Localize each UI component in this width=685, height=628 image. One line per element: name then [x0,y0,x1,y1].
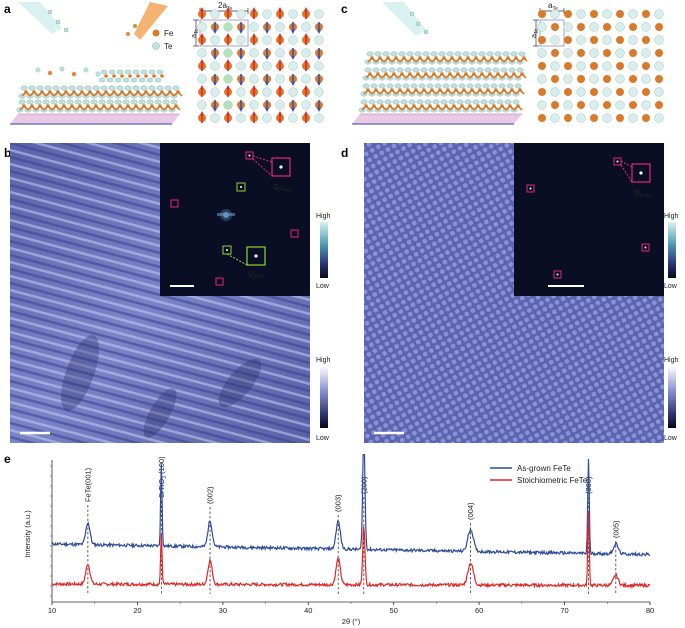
lattice-a-label: aTe [548,1,558,12]
lattice-side-label: aTe [191,29,200,38]
legend-label: Stoichiometric FeTe [517,476,588,485]
x-tick-label: 10 [48,606,56,615]
x-tick-label: 20 [133,606,141,615]
colorbar-low-label: Low [316,435,330,442]
q-bragg-label: QBragg [273,184,292,193]
peak-label: FeTe(001) [83,467,92,502]
te-legend-icon [152,42,160,50]
bragg-peaks [526,157,651,279]
xrd-chart: 10 20 30 40 50 60 70 80 FeTe(001) SrTiO3 (100)(0… [23,454,654,626]
colorbar-high-label: High [316,213,331,220]
te-beam-icon [18,2,62,34]
peak-label: (003) [334,494,343,512]
peak-label: (200) [359,476,368,494]
atom-legend: Fe Te [152,29,174,51]
x-axis-label: 2θ (°) [342,617,361,626]
series-line-as-grown [51,454,650,557]
fe-legend-label: Fe [164,29,174,38]
te-beam-icon [382,2,426,36]
colorbar-d: High Low [664,357,679,442]
bragg-peaks [170,151,299,286]
fft-inset-b: QBragg QAFM [160,143,310,296]
colorbar-b: High Low [316,357,331,442]
fete-layers [16,69,183,113]
panel-label-a: a [4,2,11,16]
x-tick-label: 60 [475,606,483,615]
substrate [10,114,180,124]
colorbar-high-label: High [316,357,331,364]
legend-label: As-grown FeTe [517,464,571,473]
schematic-c [352,2,527,125]
q-afm-label: QAFM [248,271,264,280]
x-tick-label: 30 [219,606,227,615]
te-legend-label: Te [164,42,173,51]
substrate [352,114,522,124]
inset-colorbar-d: High Low [664,213,679,290]
panel-label-e: e [4,452,11,466]
colorbar-high-label: High [664,213,679,220]
fft-inset-d: QBragg [514,143,664,296]
fe-beam-icon [134,2,168,40]
x-tick-label: 50 [390,606,398,615]
panel-label-c: c [341,2,348,16]
inset-colorbar-b: High Low [316,213,331,290]
x-tick-label: 70 [560,606,568,615]
fete-layers [358,51,527,113]
lattice-side-label: aTe [531,29,540,38]
lattice-a: 2aTe aTe [191,1,324,123]
q-bragg-label: QBragg [634,190,653,199]
schematic-a [10,2,183,125]
afm-peaks [222,182,266,266]
colorbar-low-label: Low [664,283,678,290]
x-tick-label: 40 [304,606,312,615]
colorbar-high-label: High [664,357,679,364]
x-tick-label: 80 [646,606,654,615]
floating-atoms [35,66,101,77]
colorbar-low-label: Low [316,283,330,290]
peak-label: (004) [466,502,475,520]
lattice-2a-label: 2aTe [218,1,232,12]
y-axis-label: Intensity (a.u.) [23,510,32,558]
series-line-stoichiometric [51,510,651,589]
colorbar-low-label: Low [664,435,678,442]
panel-label-b: b [4,146,12,160]
fe-legend-icon [152,29,160,37]
legend: As-grown FeTe Stoichiometric FeTe [490,464,588,485]
peak-label: (005) [611,520,620,538]
panel-label-d: d [341,146,349,160]
peak-label: (002) [206,486,215,504]
lattice-c: aTe aTe [531,1,664,123]
